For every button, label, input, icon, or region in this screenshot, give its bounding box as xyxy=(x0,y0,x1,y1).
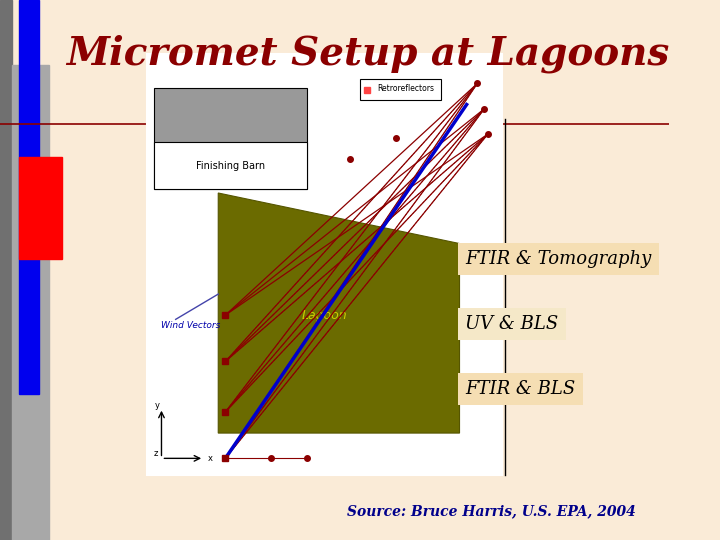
Text: Retroreflectors: Retroreflectors xyxy=(377,84,434,93)
Text: Lagoon: Lagoon xyxy=(302,309,348,322)
Bar xyxy=(148,54,502,475)
Text: UV & BLS: UV & BLS xyxy=(465,315,559,333)
Text: z: z xyxy=(153,449,158,458)
Bar xyxy=(19,157,62,259)
Text: FTIR & Tomography: FTIR & Tomography xyxy=(465,250,652,268)
Text: Wind Vectors: Wind Vectors xyxy=(161,321,221,330)
Polygon shape xyxy=(154,143,307,189)
Bar xyxy=(0,0,12,540)
Text: Finishing Barn: Finishing Barn xyxy=(196,160,265,171)
Text: x: x xyxy=(207,454,212,463)
Text: y: y xyxy=(155,401,160,410)
Text: Micromet Setup at Lagoons: Micromet Setup at Lagoons xyxy=(66,35,670,73)
Bar xyxy=(12,65,49,540)
Text: FTIR & BLS: FTIR & BLS xyxy=(465,380,575,398)
FancyBboxPatch shape xyxy=(360,79,441,100)
Text: Source: Bruce Harris, U.S. EPA, 2004: Source: Bruce Harris, U.S. EPA, 2004 xyxy=(347,504,636,518)
Polygon shape xyxy=(154,87,307,189)
Bar xyxy=(19,0,39,394)
Polygon shape xyxy=(218,193,459,433)
